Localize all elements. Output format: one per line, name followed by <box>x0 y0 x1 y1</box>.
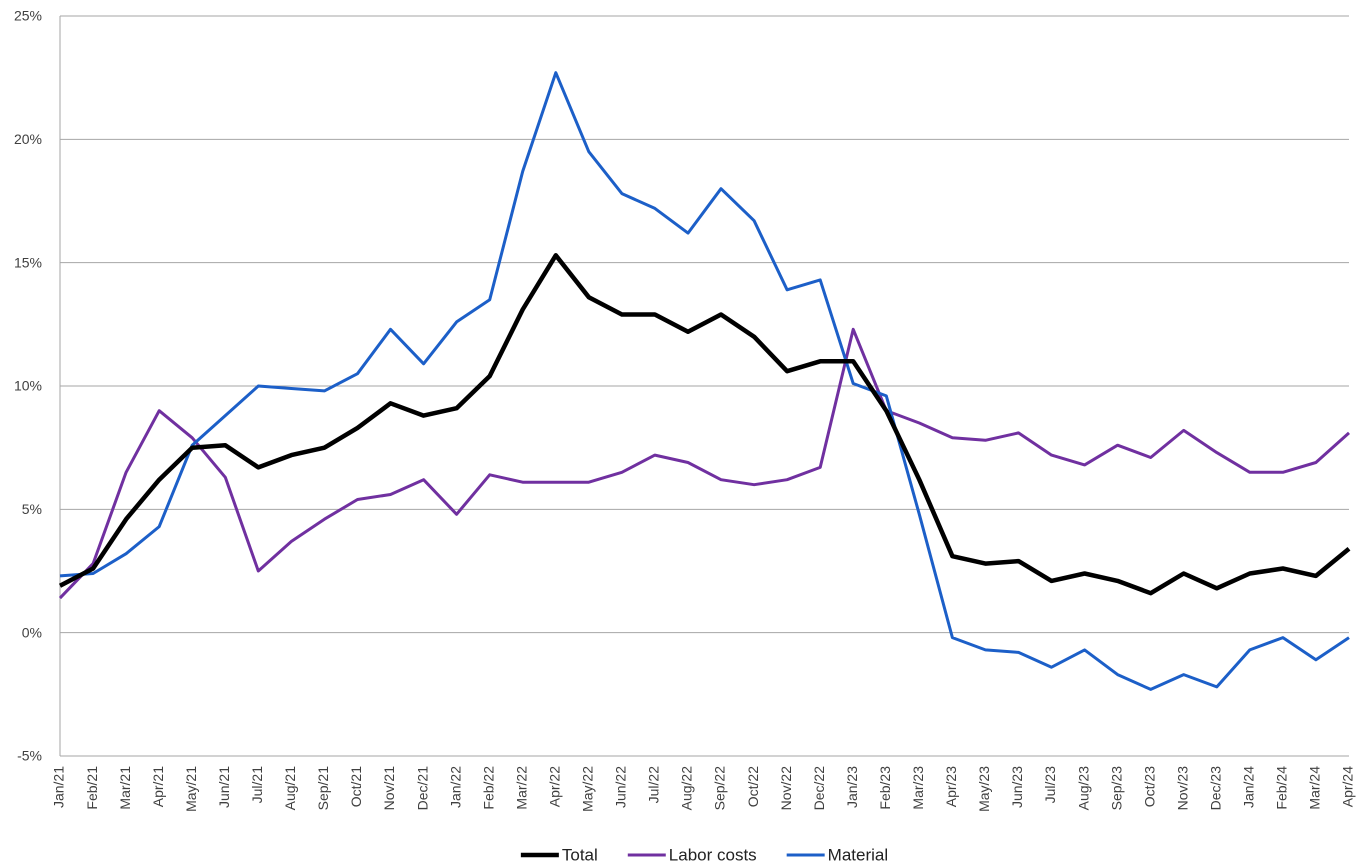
y-tick-label: 10% <box>14 378 42 394</box>
x-tick-label: Jan/24 <box>1241 766 1257 808</box>
x-tick-label: Mar/23 <box>910 766 926 810</box>
x-tick-label: Sep/23 <box>1108 766 1124 811</box>
x-tick-label: Dec/22 <box>811 766 827 811</box>
x-tick-label: Dec/21 <box>414 766 430 811</box>
y-tick-label: 15% <box>14 254 42 270</box>
x-tick-label: Oct/22 <box>745 766 761 807</box>
x-tick-label: Jan/21 <box>51 766 67 808</box>
x-tick-label: Mar/21 <box>117 766 133 810</box>
series-line <box>58 327 1350 600</box>
x-tick-label: Oct/23 <box>1141 766 1157 807</box>
x-tick-label: Dec/23 <box>1207 766 1223 811</box>
lines <box>58 71 1351 691</box>
x-tick-label: Mar/22 <box>513 766 529 810</box>
legend-label: Labor costs <box>669 845 757 864</box>
x-tick-label: Apr/21 <box>150 766 166 807</box>
y-tick-label: 20% <box>14 131 42 147</box>
x-tick-label: May/21 <box>183 766 199 812</box>
x-tick-label: Jul/22 <box>646 766 662 804</box>
x-tick-label: Jun/22 <box>613 766 629 808</box>
legend-label: Material <box>828 845 888 864</box>
x-tick-label: Aug/23 <box>1075 766 1091 811</box>
x-tick-label: Jan/22 <box>447 766 463 808</box>
x-tick-label: May/23 <box>976 766 992 812</box>
y-tick-label: 25% <box>14 8 42 24</box>
x-tick-label: Jul/21 <box>249 766 265 804</box>
x-tick-label: Feb/22 <box>480 766 496 810</box>
x-tick-label: Sep/21 <box>315 766 331 811</box>
grid: -5% 0% 5% 10% 15% 20% 25% Jan/21 Feb/21 Mar/21 Apr… <box>14 8 1356 812</box>
x-tick-label: May/22 <box>580 766 596 812</box>
x-tick-label: Jun/21 <box>216 766 232 808</box>
x-tick-label: Feb/24 <box>1274 766 1290 810</box>
x-tick-label: Feb/21 <box>84 766 100 810</box>
x-tick-label: Jun/23 <box>1009 766 1025 808</box>
y-tick-label: 0% <box>22 624 42 640</box>
x-tick-label: Apr/24 <box>1340 766 1356 807</box>
x-tick-label: Aug/21 <box>282 766 298 811</box>
x-tick-label: Feb/23 <box>877 766 893 810</box>
series-line <box>59 71 1350 691</box>
x-tick-label: Apr/23 <box>943 766 959 807</box>
x-tick-label: Oct/21 <box>348 766 364 807</box>
y-tick-label: 5% <box>22 501 42 517</box>
legend: Total Labor costs Material <box>520 845 888 864</box>
x-tick-label: Jul/23 <box>1042 766 1058 804</box>
y-tick-label: -5% <box>17 748 42 764</box>
series-line <box>58 253 1351 596</box>
x-tick-label: Nov/22 <box>778 766 794 811</box>
x-tick-label: Aug/22 <box>679 766 695 811</box>
x-tick-label: Apr/22 <box>546 766 562 807</box>
x-tick-label: Mar/24 <box>1307 766 1323 810</box>
x-tick-label: Jan/23 <box>844 766 860 808</box>
x-tick-label: Sep/22 <box>712 766 728 811</box>
legend-label: Total <box>562 845 598 864</box>
x-tick-label: Nov/23 <box>1174 766 1190 811</box>
x-tick-label: Nov/21 <box>381 766 397 811</box>
